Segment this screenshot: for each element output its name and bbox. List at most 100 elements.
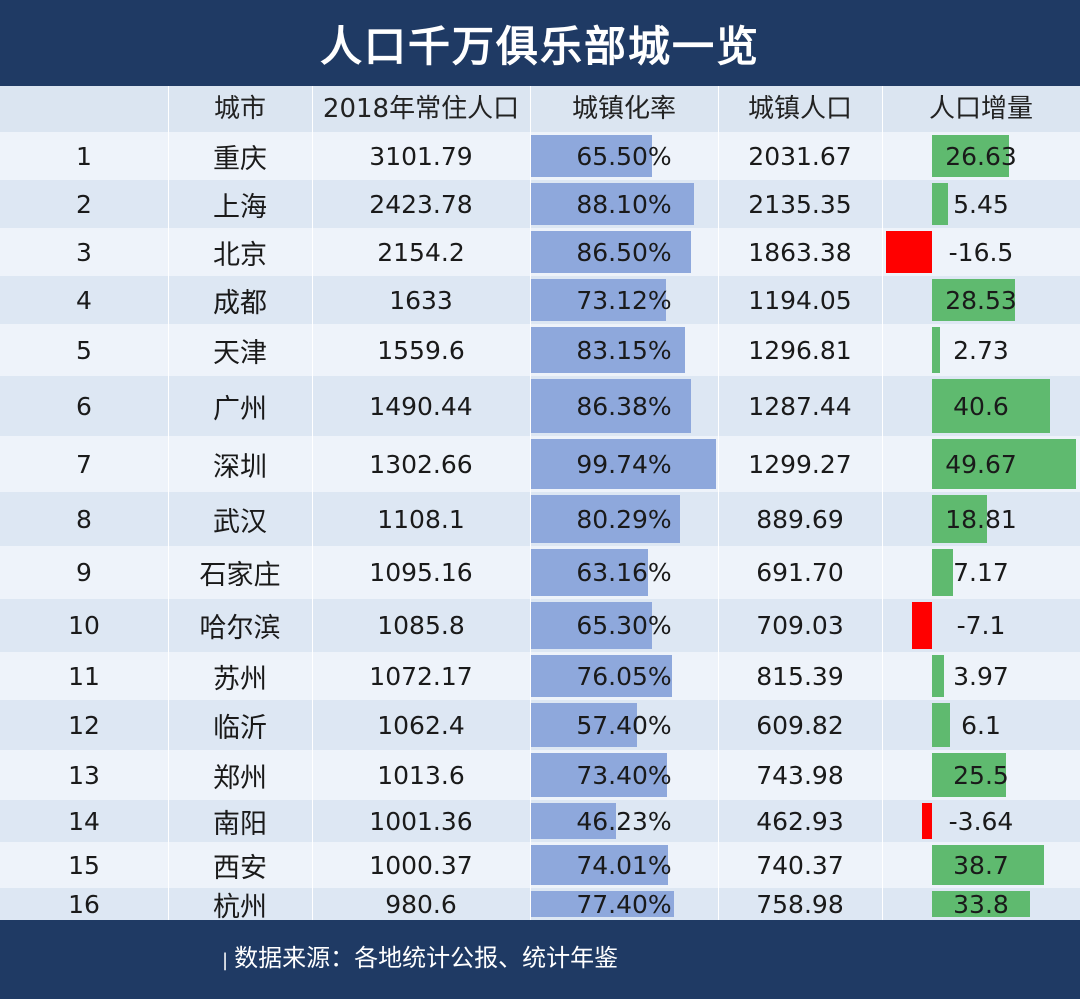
urbanization-cell: 57.40% [576, 710, 672, 740]
city-cell: 临沂 [213, 712, 267, 744]
col-header-rank [0, 86, 168, 132]
column-divider [168, 86, 169, 920]
city-cell: 哈尔滨 [199, 613, 281, 644]
population-cell: 1062.4 [377, 710, 465, 740]
population-cell: 1072.17 [369, 661, 473, 691]
rank-cell: 10 [68, 611, 100, 640]
increase-bar-positive [932, 845, 1044, 885]
urban-population-cell: 691.70 [756, 558, 844, 587]
rank-cell: 14 [68, 806, 100, 836]
population-cell: 1302.66 [369, 449, 473, 479]
rank-cell: 6 [76, 391, 92, 421]
urbanization-cell: 86.50% [576, 237, 672, 267]
city-cell: 南阳 [213, 808, 267, 840]
urbanization-cell: 74.01% [576, 850, 672, 880]
urban-population-cell: 740.37 [756, 850, 844, 880]
city-cell: 石家庄 [199, 560, 281, 591]
population-cell: 1013.6 [377, 760, 465, 790]
rank-cell: 8 [76, 504, 92, 534]
column-divider [312, 86, 313, 920]
rank-cell: 2 [76, 189, 92, 219]
table-row: 7 深圳 1302.66 99.74% 1299.27 49.67 [0, 436, 1080, 493]
increase-cell: 7.17 [953, 558, 1009, 587]
urbanization-bar [530, 845, 668, 885]
population-cell: 1001.36 [369, 806, 473, 836]
table-row: 1 重庆 3101.79 65.50% 2031.67 26.63 [0, 132, 1080, 181]
rank-cell: 11 [68, 661, 100, 691]
urbanization-bar [530, 327, 685, 373]
rank-cell: 13 [68, 760, 100, 790]
urbanization-bar [530, 891, 674, 917]
urbanization-bar [530, 439, 716, 489]
population-cell: 2154.2 [377, 237, 465, 267]
urban-population-cell: 462.93 [756, 806, 844, 836]
population-cell: 1633 [389, 285, 453, 315]
increase-cell: 28.53 [945, 285, 1017, 315]
urbanization-cell: 76.05% [576, 661, 672, 691]
urbanization-bar [530, 231, 691, 273]
population-cell: 1559.6 [377, 335, 465, 365]
population-cell: 3101.79 [369, 141, 473, 171]
urban-population-cell: 1296.81 [748, 335, 852, 365]
increase-bar-negative [912, 602, 932, 649]
urbanization-cell: 65.50% [576, 141, 672, 171]
footer: | 数据来源：各地统计公报、统计年鉴 [0, 920, 1080, 997]
city-cell: 郑州 [213, 762, 267, 794]
urbanization-bar [530, 135, 652, 177]
increase-cell: 25.5 [953, 760, 1009, 790]
table-row: 9 石家庄 1095.16 63.16% 691.70 7.17 [0, 546, 1080, 600]
urbanization-bar [530, 183, 694, 225]
urban-population-cell: 2031.67 [748, 141, 852, 171]
increase-cell: 18.81 [945, 504, 1017, 534]
table-row: 11 苏州 1072.17 76.05% 815.39 3.97 [0, 652, 1080, 701]
col-header-increase: 人口增量 [928, 94, 1033, 124]
column-divider [882, 86, 883, 920]
urbanization-bar [530, 803, 616, 839]
urbanization-bar [530, 753, 667, 797]
column-divider [530, 86, 531, 920]
urban-population-cell: 1299.27 [748, 449, 852, 479]
table-row: 14 南阳 1001.36 46.23% 462.93 -3.64 [0, 800, 1080, 843]
rank-cell: 15 [68, 850, 100, 880]
increase-bar-negative [922, 803, 932, 839]
increase-bar-positive [932, 279, 1015, 321]
urbanization-cell: 77.40% [576, 889, 672, 919]
urban-population-cell: 815.39 [756, 661, 844, 691]
source-marker: | [222, 950, 229, 971]
urbanization-bar [530, 602, 652, 649]
urbanization-bar [530, 379, 691, 433]
col-header-city: 城市 [213, 94, 266, 124]
urbanization-cell: 73.40% [576, 760, 672, 790]
source-text: 数据来源：各地统计公报、统计年鉴 [234, 944, 619, 972]
increase-bar-positive [932, 891, 1030, 917]
increase-bar-positive [932, 135, 1009, 177]
urbanization-cell: 83.15% [576, 335, 672, 365]
table-row: 2 上海 2423.78 88.10% 2135.35 5.45 [0, 180, 1080, 229]
urban-population-cell: 709.03 [756, 611, 844, 640]
urban-population-cell: 1287.44 [748, 391, 852, 421]
increase-bar-negative [886, 231, 932, 273]
rank-cell: 12 [68, 710, 100, 740]
increase-cell: 6.1 [961, 710, 1001, 740]
population-cell: 1000.37 [369, 850, 473, 880]
rank-cell: 5 [76, 335, 92, 365]
urban-population-cell: 758.98 [756, 889, 844, 919]
table-row: 16 杭州 980.6 77.40% 758.98 33.8 [0, 888, 1080, 923]
rank-cell: 3 [76, 237, 92, 267]
rank-cell: 1 [76, 141, 92, 171]
population-cell: 1085.8 [377, 611, 465, 640]
urban-population-cell: 2135.35 [748, 189, 852, 219]
increase-bar-positive [932, 379, 1050, 433]
urbanization-cell: 88.10% [576, 189, 672, 219]
increase-bar-positive [932, 549, 953, 596]
population-cell: 1108.1 [377, 504, 465, 534]
col-header-urbanization: 城镇化率 [571, 94, 676, 124]
increase-cell: 33.8 [953, 889, 1009, 919]
urbanization-bar [530, 279, 666, 321]
population-cell: 980.6 [385, 889, 457, 919]
rank-cell: 16 [68, 889, 100, 919]
table-row: 12 临沂 1062.4 57.40% 609.82 6.1 [0, 700, 1080, 751]
increase-cell: -3.64 [948, 806, 1014, 836]
increase-cell: 5.45 [953, 189, 1009, 219]
increase-cell: 3.97 [953, 661, 1009, 691]
